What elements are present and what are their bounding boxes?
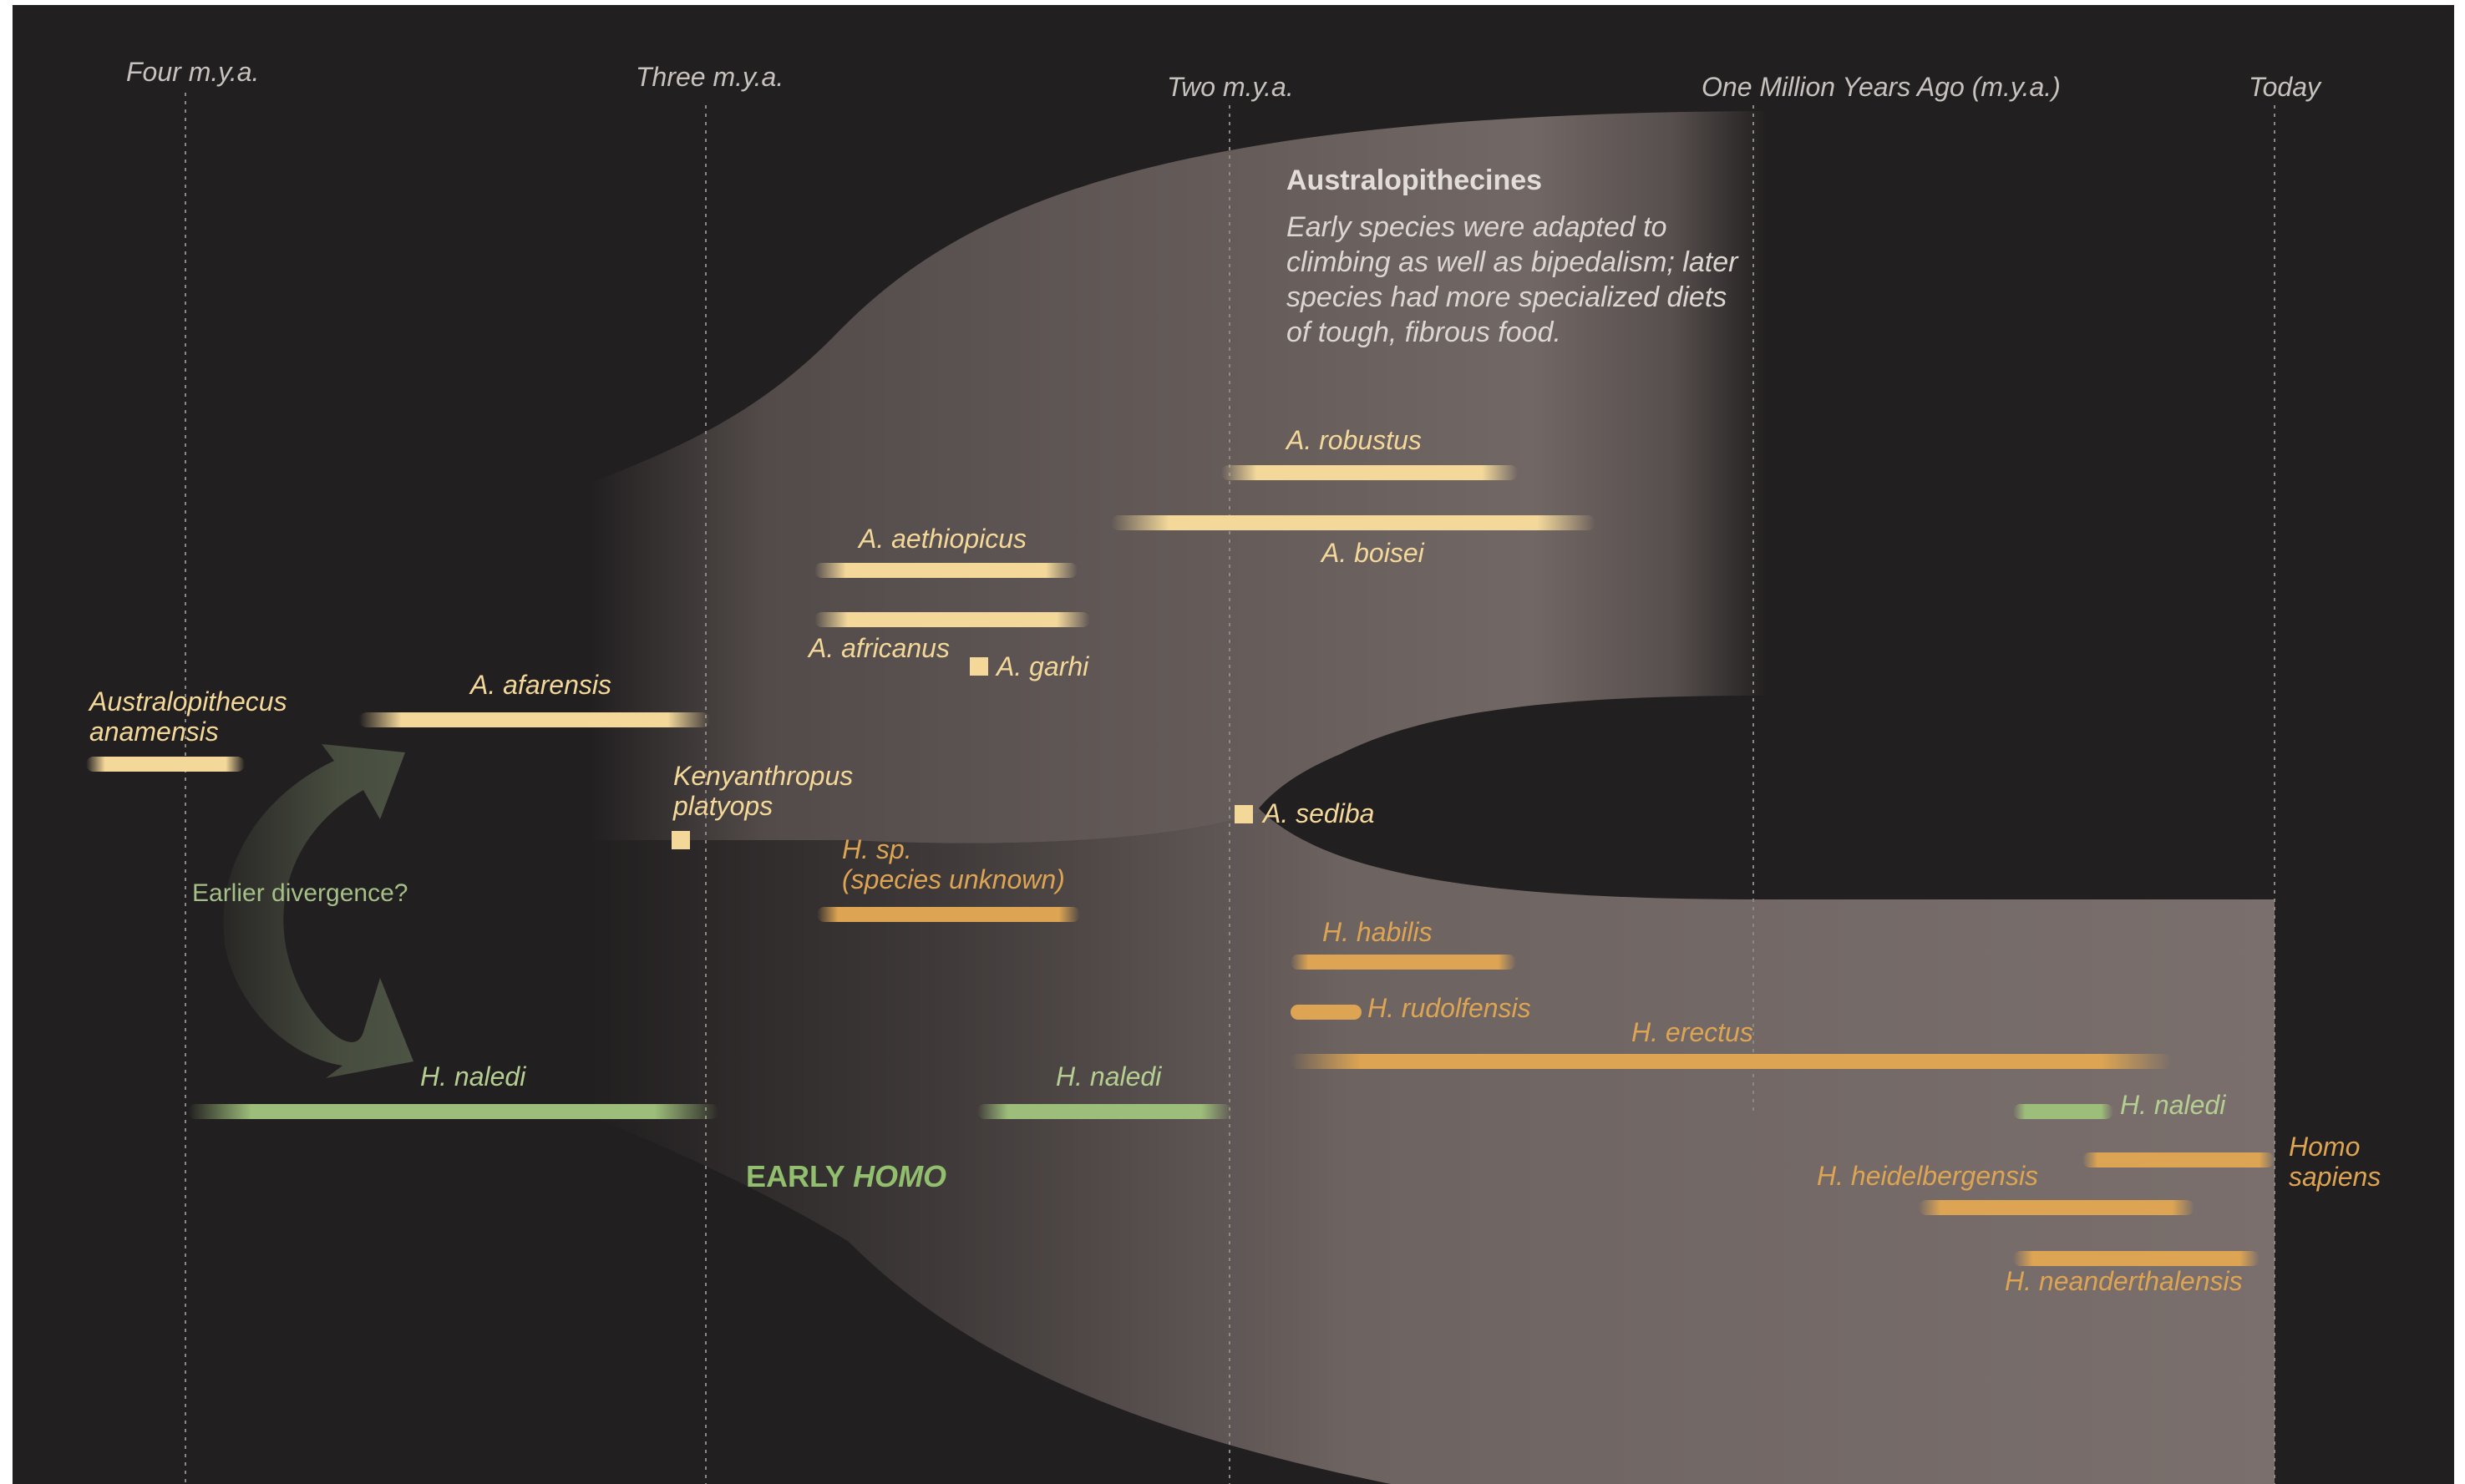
early-homo-label: EARLY HOMO	[746, 1159, 946, 1194]
bar-neanderthalensis	[2013, 1251, 2260, 1266]
early-homo-prefix: EARLY	[746, 1159, 854, 1193]
bar-sapiens	[2082, 1152, 2275, 1167]
label-three-mya: Three m.y.a.	[636, 62, 784, 92]
label-erectus: H. erectus	[1631, 1017, 1753, 1047]
marker-sediba	[1235, 805, 1253, 823]
early-homo-region	[589, 811, 2275, 1484]
label-aethiopicus: A. aethiopicus	[859, 524, 1027, 554]
bar-anamensis	[86, 757, 245, 772]
label-hsp-line1: H. sp.	[842, 834, 912, 864]
bar-habilis	[1291, 955, 1516, 970]
australopithecines-title: Australopithecines	[1286, 165, 1543, 196]
label-naledi-1: H. naledi	[420, 1061, 526, 1091]
diagram-graphics	[86, 93, 2275, 1484]
marker-garhi	[970, 657, 988, 676]
marker-kenyanthropus	[672, 831, 690, 849]
label-sapiens-line1: Homo	[2289, 1132, 2361, 1162]
label-kenyanthropus-line1: Kenyanthropus	[673, 761, 854, 791]
bar-rudolfensis	[1291, 1005, 1362, 1020]
label-anamensis-line2: anamensis	[89, 717, 219, 747]
label-hsp: H. sp. (species unknown)	[842, 834, 1065, 894]
label-four-mya: Four m.y.a.	[126, 57, 260, 87]
label-garhi: A. garhi	[997, 651, 1089, 681]
label-kenyanthropus: Kenyanthropus platyops	[673, 761, 853, 821]
bar-hsp	[817, 907, 1080, 922]
label-naledi-2: H. naledi	[1056, 1061, 1162, 1091]
label-sapiens-line2: sapiens	[2289, 1162, 2381, 1192]
label-africanus: A. africanus	[809, 633, 950, 663]
label-sediba: A. sediba	[1263, 798, 1375, 828]
label-anamensis: Australopithecus anamensis	[89, 686, 287, 747]
label-neanderthalensis: H. neanderthalensis	[2005, 1266, 2243, 1296]
label-hsp-line2: (species unknown)	[842, 864, 1065, 894]
australopithecine-region	[589, 111, 1767, 843]
early-homo-emphasis: HOMO	[853, 1159, 947, 1193]
label-sapiens: Homo sapiens	[2289, 1132, 2381, 1192]
label-boisei: A. boisei	[1321, 538, 1424, 568]
label-robustus: A. robustus	[1286, 425, 1422, 455]
australopithecines-description: Early species were adapted to climbing a…	[1286, 211, 1738, 348]
label-heidelbergensis: H. heidelbergensis	[1817, 1161, 2039, 1191]
bar-boisei	[1111, 515, 1595, 530]
label-one-mya: One Million Years Ago (m.y.a.)	[1702, 72, 2061, 102]
label-naledi-3: H. naledi	[2120, 1090, 2226, 1120]
label-today: Today	[2249, 72, 2320, 102]
bar-africanus	[814, 612, 1090, 627]
bar-robustus	[1221, 465, 1518, 480]
label-afarensis: A. afarensis	[470, 670, 611, 700]
divergence-arrow	[223, 744, 413, 1078]
label-two-mya: Two m.y.a.	[1167, 72, 1294, 102]
branch-gap	[1259, 696, 2275, 899]
bar-naledi-3	[2013, 1104, 2113, 1119]
divergence-label: Earlier divergence?	[192, 879, 408, 907]
bar-heidelbergensis	[1919, 1200, 2194, 1215]
bar-erectus	[1291, 1054, 2172, 1069]
bar-afarensis	[359, 712, 710, 727]
label-rudolfensis: H. rudolfensis	[1367, 993, 1531, 1023]
bar-naledi-1	[188, 1104, 718, 1119]
label-habilis: H. habilis	[1322, 917, 1433, 947]
diagram-panel: Four m.y.a. Three m.y.a. Two m.y.a. One …	[13, 5, 2454, 1484]
label-kenyanthropus-line2: platyops	[673, 791, 773, 821]
bar-naledi-2	[977, 1104, 1232, 1119]
bar-aethiopicus	[814, 563, 1078, 578]
label-anamensis-line1: Australopithecus	[89, 686, 287, 717]
